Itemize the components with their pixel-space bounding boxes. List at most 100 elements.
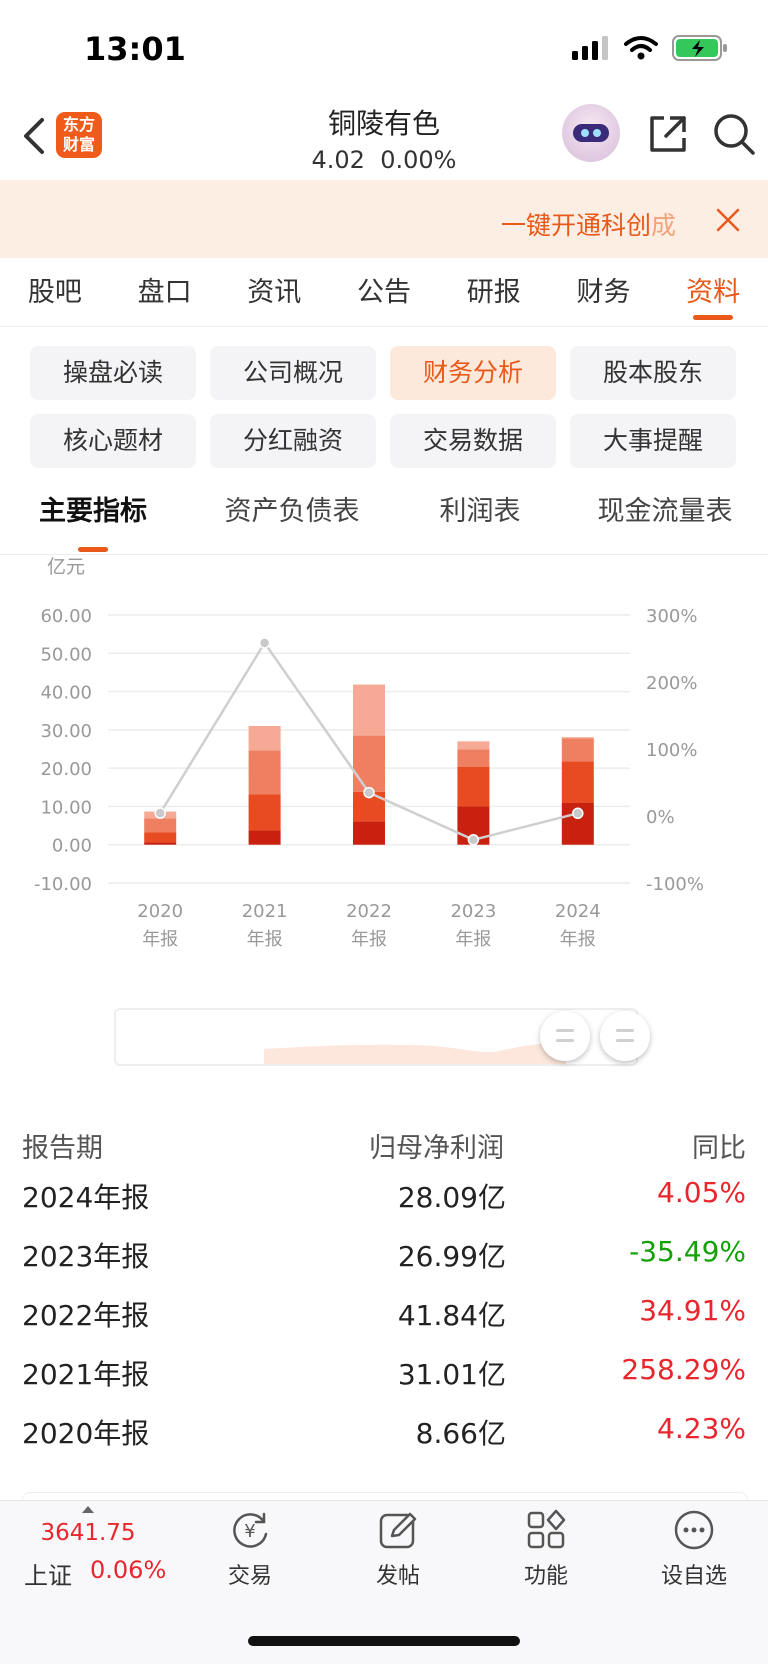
status-time: 13:01 — [84, 30, 186, 68]
home-indicator — [248, 1636, 520, 1646]
nav-post[interactable]: 发帖 — [338, 1508, 458, 1590]
left-tick-label: 60.00 — [40, 606, 92, 627]
row-yoy: 4.23% — [657, 1412, 746, 1445]
right-tick-label: 100% — [646, 740, 697, 761]
nav-functions[interactable]: 功能 — [486, 1508, 606, 1590]
tab-research[interactable]: 研报 — [466, 277, 521, 308]
bar-segment[interactable] — [248, 750, 281, 795]
yoy-point[interactable] — [572, 807, 584, 820]
bar-segment[interactable] — [457, 741, 490, 750]
table-row[interactable]: 2021年报 31.01亿 258.29% — [22, 1353, 746, 1411]
signal-icon — [572, 36, 608, 60]
index-expand-icon[interactable] — [82, 1506, 94, 1513]
chart-bars — [144, 684, 594, 845]
range-handle-right[interactable] — [600, 1011, 650, 1061]
row-profit: 8.66亿 — [415, 1417, 506, 1450]
table-row[interactable]: 2020年报 8.66亿 4.23% — [22, 1412, 746, 1470]
table-row[interactable]: 2024年报 28.09亿 4.05% — [22, 1176, 746, 1234]
svg-text:¥: ¥ — [244, 1521, 255, 1542]
btn-financial-analysis[interactable]: 财务分析 — [390, 346, 556, 400]
btn-event-reminders[interactable]: 大事提醒 — [570, 414, 736, 468]
left-tick-label: -10.00 — [34, 874, 92, 895]
status-icons — [572, 34, 728, 62]
right-tick-label: 300% — [646, 606, 697, 627]
yoy-point[interactable] — [467, 834, 480, 846]
bar-segment[interactable] — [561, 738, 594, 762]
tab-profile[interactable]: 资料 — [658, 258, 768, 326]
close-icon[interactable] — [714, 206, 742, 234]
logo-line2: 财富 — [62, 135, 95, 154]
bar-segment[interactable] — [457, 766, 490, 807]
btn-dividend-financing[interactable]: 分红融资 — [210, 414, 376, 468]
battery-icon — [672, 35, 727, 61]
tab-announcements[interactable]: 公告 — [357, 277, 412, 308]
bar-segment[interactable] — [144, 818, 177, 833]
table-row[interactable]: 2022年报 41.84亿 34.91% — [22, 1294, 746, 1352]
tab-finance[interactable]: 财务 — [576, 277, 631, 308]
back-icon[interactable] — [14, 112, 54, 160]
nav-functions-label: 功能 — [523, 1564, 568, 1589]
bar-segment[interactable] — [144, 842, 177, 845]
nav-add-watchlist[interactable]: 设自选 — [634, 1508, 754, 1590]
btn-trading-data[interactable]: 交易数据 — [390, 414, 556, 468]
row-period: 2022年报 — [22, 1299, 150, 1332]
banner-text[interactable]: 一键开通科创成 — [501, 206, 676, 242]
row-yoy: 258.29% — [621, 1353, 746, 1386]
profit-chart: 亿元 60.00 50.00 40.00 30.00 20.00 10.00 0.00 -10… — [34, 556, 704, 950]
btn-core-themes[interactable]: 核心题材 — [30, 414, 196, 468]
banner-text-fade: 成 — [650, 211, 676, 240]
nav-trade[interactable]: ¥ 交易 — [190, 1508, 310, 1590]
yoy-point[interactable] — [154, 807, 166, 819]
index-value[interactable]: 3641.75 — [40, 1520, 136, 1546]
bar-segment[interactable] — [353, 821, 385, 845]
tab-balance-sheet[interactable]: 资产负债表 — [224, 496, 360, 527]
index-name[interactable]: 上证 — [24, 1562, 72, 1590]
row-profit: 41.84亿 — [397, 1299, 506, 1332]
search-icon[interactable] — [712, 112, 756, 156]
x-tick-report: 年报 — [560, 929, 596, 950]
bar-segment[interactable] — [248, 794, 281, 831]
banner-text-main: 一键开通科创 — [500, 211, 651, 240]
row-period: 2023年报 — [22, 1240, 150, 1273]
trade-icon: ¥ — [233, 1512, 268, 1548]
row-profit: 26.99亿 — [397, 1240, 506, 1273]
btn-company-overview[interactable]: 公司概况 — [210, 346, 376, 400]
btn-trading-must-read[interactable]: 操盘必读 — [30, 346, 196, 400]
x-tick-year: 2020 — [137, 901, 183, 922]
col-header-yoy: 同比 — [692, 1133, 746, 1164]
btn-shareholders[interactable]: 股本股东 — [570, 346, 736, 400]
app-logo[interactable]: 东方 财富 — [56, 112, 102, 158]
nav-post-label: 发帖 — [375, 1564, 420, 1589]
bar-segment[interactable] — [353, 735, 385, 792]
yoy-point[interactable] — [258, 637, 271, 649]
share-icon[interactable] — [646, 112, 690, 156]
bar-segment[interactable] — [561, 737, 594, 739]
tab-cash-flow[interactable]: 现金流量表 — [597, 496, 733, 527]
bar-segment[interactable] — [144, 832, 177, 843]
tab-key-indicators[interactable]: 主要指标 — [0, 484, 186, 554]
chart-axes: 60.00 50.00 40.00 30.00 20.00 10.00 0.00 -10.00… — [34, 606, 704, 950]
index-change[interactable]: 0.06% — [90, 1556, 167, 1584]
left-tick-label: 50.00 — [40, 644, 92, 665]
yoy-point[interactable] — [363, 786, 375, 799]
tab-pankou[interactable]: 盘口 — [137, 277, 192, 308]
range-preview — [264, 1042, 566, 1064]
bar-segment[interactable] — [248, 830, 281, 845]
tab-guba[interactable]: 股吧 — [27, 277, 82, 308]
statement-tabs: 主要指标 资产负债表 利润表 现金流量表 — [0, 484, 768, 555]
function-icon — [527, 1509, 566, 1549]
bar-segment[interactable] — [248, 725, 281, 751]
left-tick-label: 20.00 — [40, 759, 92, 780]
range-handle-left[interactable] — [540, 1011, 590, 1061]
col-header-period: 报告期 — [22, 1133, 103, 1164]
tab-news[interactable]: 资讯 — [247, 277, 302, 308]
logo-line1: 东方 — [62, 115, 95, 134]
bar-segment[interactable] — [353, 684, 385, 736]
tab-income-statement[interactable]: 利润表 — [439, 496, 521, 527]
promo-banner[interactable] — [0, 180, 768, 258]
bar-segment[interactable] — [457, 749, 490, 767]
table-row[interactable]: 2023年报 26.99亿 -35.49% — [22, 1235, 746, 1293]
assistant-avatar[interactable] — [562, 104, 620, 162]
yoy-line — [154, 637, 584, 846]
bar-segment[interactable] — [561, 761, 594, 803]
